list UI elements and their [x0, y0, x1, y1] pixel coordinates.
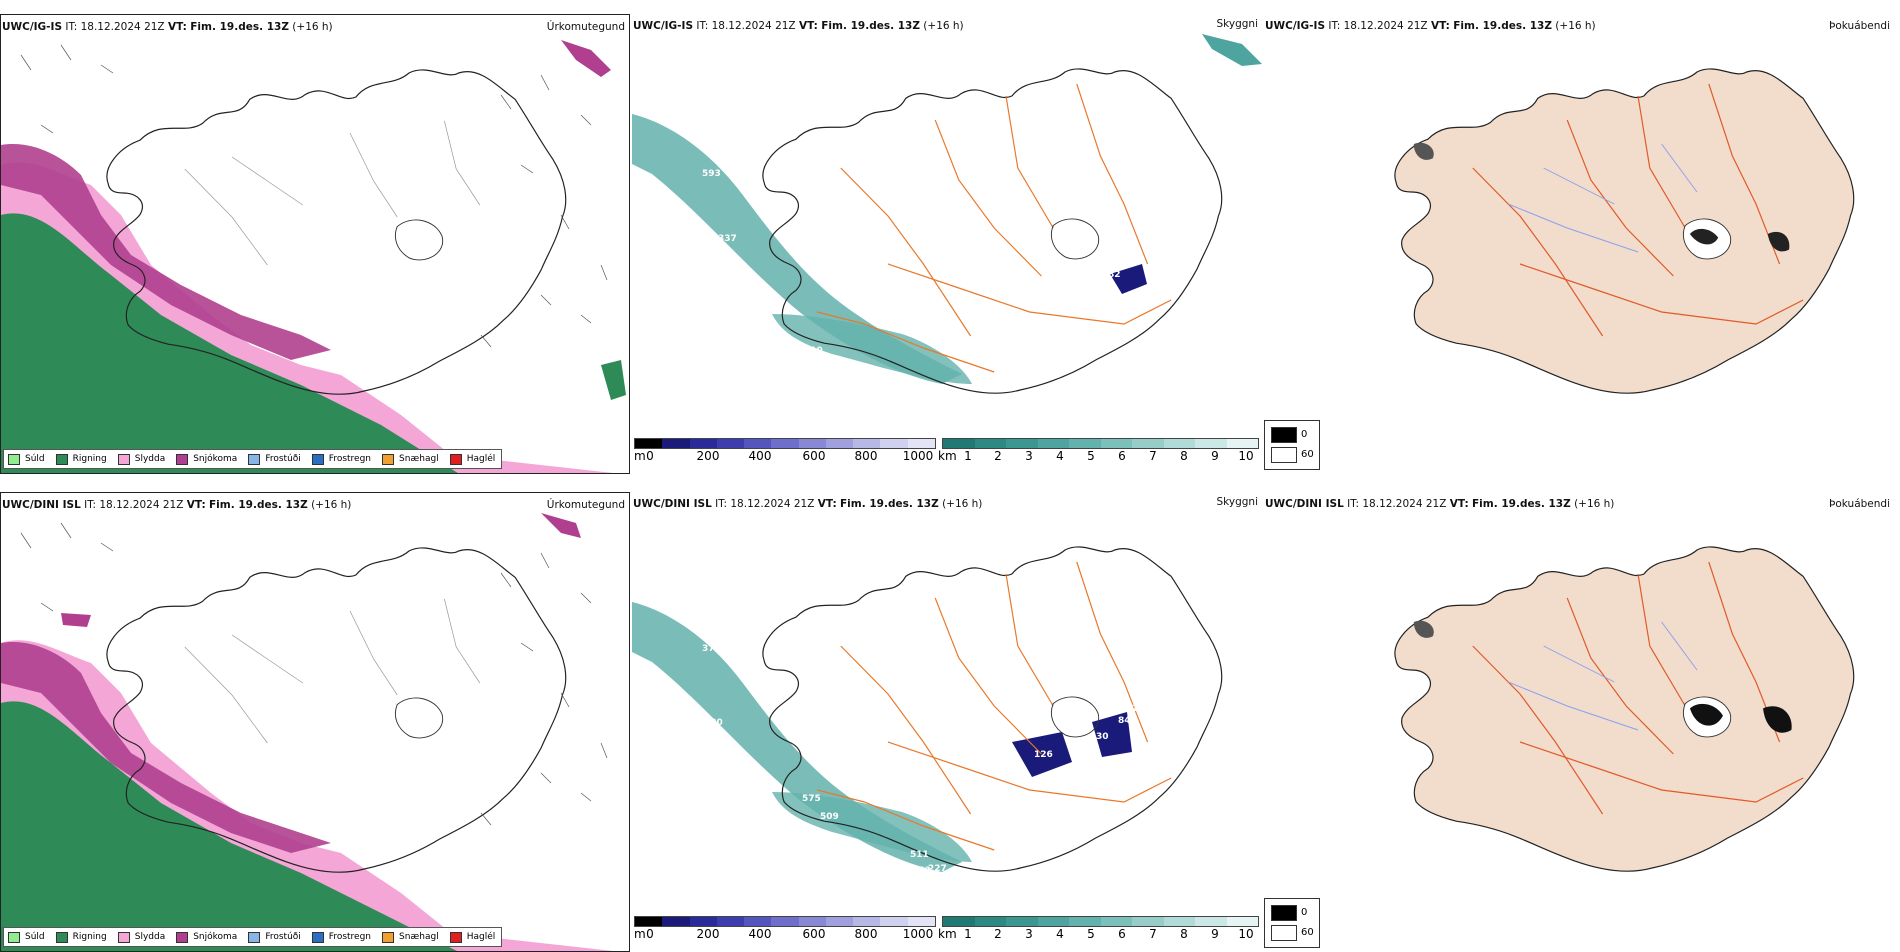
fog-legend: 0 60 — [1264, 420, 1320, 470]
cloud-base-label: 82 — [1108, 270, 1121, 280]
panel-title: UWC/IG-IS IT: 18.12.2024 21Z VT: Fim. 19… — [633, 20, 964, 32]
visibility-bar — [942, 438, 1259, 449]
swatch — [449, 931, 462, 943]
precip-type-map — [1, 40, 626, 473]
legend-item: Frostúði — [248, 453, 301, 465]
fog-index-panel-top: UWC/IG-IS IT: 18.12.2024 21Z VT: Fim. 19… — [1264, 14, 1894, 474]
panel-title: UWC/DINI ISL IT: 18.12.2024 21Z VT: Fim.… — [633, 498, 983, 510]
swatch — [1271, 447, 1297, 463]
swatch — [311, 453, 324, 465]
cloud-base-label: 126 — [1034, 750, 1053, 760]
panel-name: Skyggni — [1216, 496, 1259, 508]
panel-name: Úrkomutegund — [546, 499, 625, 511]
panel-title: UWC/DINI ISL IT: 18.12.2024 21Z VT: Fim.… — [1265, 498, 1615, 510]
cloud-base-label: 575 — [802, 794, 821, 804]
cloud-base-label: 331 — [935, 390, 954, 400]
cloud-base-label: 374 — [702, 644, 721, 654]
visibility-colorbar: km 1 2 3 4 5 6 7 8 9 10 — [938, 916, 1259, 946]
fog-index-panel-bottom: UWC/DINI ISL IT: 18.12.2024 21Z VT: Fim.… — [1264, 492, 1894, 952]
swatch — [248, 931, 261, 943]
swatch — [55, 453, 68, 465]
cloud-base-label: 252 — [800, 826, 819, 836]
cloud-base-label: 30 — [1096, 732, 1109, 742]
cloud-base-label: 410 — [804, 346, 823, 356]
cloud-base-label: 53 — [856, 732, 869, 742]
precip-type-legend: Súld Rigning Slydda Snjókoma Frostúði Fr… — [3, 927, 503, 947]
precip-type-map — [1, 513, 613, 951]
visibility-bar — [942, 916, 1259, 927]
legend-item: Slydda — [117, 453, 165, 465]
cloud-base-colorbar: m 0 200 400 600 800 1000 — [634, 916, 936, 946]
cloud-base-label: 220 — [704, 718, 723, 728]
legend-item: Snæhagl — [382, 453, 439, 465]
swatch — [55, 931, 68, 943]
cloud-base-label: 511 — [910, 850, 929, 860]
precip-type-legend: Súld Rigning Slydda Snjókoma Frostúði Fr… — [3, 449, 503, 469]
swatch — [248, 453, 261, 465]
legend-item: Haglél — [449, 931, 495, 943]
panel-title: UWC/IG-IS IT: 18.12.2024 21Z VT: Fim. 19… — [1265, 20, 1596, 32]
legend-item: Frostregn — [311, 453, 371, 465]
legend-item: Súld — [8, 453, 45, 465]
swatch — [176, 453, 189, 465]
swatch — [8, 453, 20, 465]
precip-type-panel-bottom: UWC/DINI ISL IT: 18.12.2024 21Z VT: Fim.… — [0, 492, 630, 952]
legend-item: Snjókoma — [176, 931, 237, 943]
legend-item: Frostúði — [248, 931, 301, 943]
swatch — [1271, 427, 1297, 443]
cloud-base-bar — [634, 916, 936, 927]
cloud-base-label: 354 — [914, 384, 933, 394]
panel-name: Úrkomutegund — [546, 21, 625, 33]
swatch — [311, 931, 324, 943]
panel-name: Þokuábendi — [1829, 20, 1890, 32]
cloud-base-label: 509 — [820, 812, 839, 822]
panel-name: Þokuábendi — [1829, 498, 1890, 510]
swatch — [449, 453, 462, 465]
cloud-base-label: 84 — [1118, 716, 1131, 726]
swatch — [382, 453, 395, 465]
fog-legend: 0 60 — [1264, 898, 1320, 948]
cloud-base-label: 22 — [1132, 704, 1145, 714]
legend-item: Frostregn — [311, 931, 371, 943]
cloud-base-label: 245 — [702, 246, 721, 256]
swatch — [1271, 925, 1297, 941]
swatch — [117, 931, 130, 943]
visibility-panel-top: UWC/IG-IS IT: 18.12.2024 21Z VT: Fim. 19… — [632, 14, 1262, 474]
fog-index-map — [1394, 546, 1855, 872]
cloud-base-bar — [634, 438, 936, 449]
cloud-base-label: 227 — [928, 864, 947, 874]
fog-index-map — [1394, 68, 1855, 394]
visibility-colorbar: km 1 2 3 4 5 6 7 8 9 10 — [938, 438, 1259, 468]
visibility-map — [632, 546, 1223, 872]
swatch — [1271, 905, 1297, 921]
cloud-base-label: 337 — [718, 234, 737, 244]
legend-item: Rigning — [55, 931, 107, 943]
legend-item: Snæhagl — [382, 931, 439, 943]
swatch — [176, 931, 189, 943]
panel-title: UWC/IG-IS IT: 18.12.2024 21Z VT: Fim. 19… — [2, 21, 333, 33]
swatch — [8, 931, 20, 943]
visibility-panel-bottom: UWC/DINI ISL IT: 18.12.2024 21Z VT: Fim.… — [632, 492, 1262, 952]
legend-item: Súld — [8, 931, 45, 943]
legend-item: Slydda — [117, 931, 165, 943]
legend-item: Haglél — [449, 453, 495, 465]
legend-item: Snjókoma — [176, 453, 237, 465]
cloud-base-label: 593 — [702, 169, 721, 179]
cloud-base-label: 253 — [912, 866, 931, 876]
panel-title: UWC/DINI ISL IT: 18.12.2024 21Z VT: Fim.… — [2, 499, 352, 511]
precip-type-panel-top: UWC/IG-IS IT: 18.12.2024 21Z VT: Fim. 19… — [0, 14, 630, 474]
swatch — [382, 931, 395, 943]
cloud-base-colorbar: m 0 200 400 600 800 1000 — [634, 438, 936, 468]
panel-name: Skyggni — [1216, 18, 1259, 30]
swatch — [117, 453, 130, 465]
legend-item: Rigning — [55, 453, 107, 465]
visibility-map — [632, 34, 1262, 394]
